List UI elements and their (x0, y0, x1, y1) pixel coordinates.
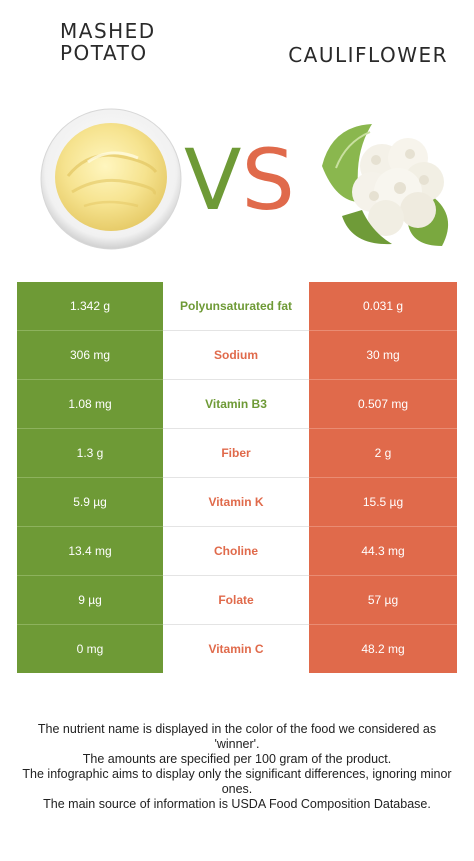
table-row: 13.4 mg Choline 44.3 mg (17, 526, 457, 576)
right-food-title: CAULIFLOWER (288, 43, 448, 67)
mashed-potato-value: 5.9 µg (17, 477, 163, 527)
mashed-potato-value: 9 µg (17, 575, 163, 625)
vs-v-letter: V (184, 131, 242, 229)
mashed-potato-value: 1.342 g (17, 282, 163, 331)
cauliflower-value: 48.2 mg (309, 624, 457, 673)
vs-label: VS (184, 138, 295, 222)
nutrient-comparison-table: 1.342 g Polyunsaturated fat 0.031 g 306 mg S… (17, 282, 457, 673)
cauliflower-value: 15.5 µg (309, 477, 457, 527)
cauliflower-value: 2 g (309, 428, 457, 478)
nutrient-name: Vitamin B3 (163, 379, 309, 429)
footnote-per-100g: The amounts are specified per 100 gram o… (82, 752, 392, 766)
footnote-data-source: The main source of information is USDA F… (43, 797, 431, 811)
table-row: 5.9 µg Vitamin K 15.5 µg (17, 477, 457, 527)
nutrient-name: Polyunsaturated fat (163, 282, 309, 331)
cauliflower-value: 0.031 g (309, 282, 457, 331)
table-row: 1.342 g Polyunsaturated fat 0.031 g (17, 282, 457, 331)
mashed-potato-image (38, 106, 184, 252)
mashed-potato-value: 1.3 g (17, 428, 163, 478)
footnote-significant-differences: The infographic aims to display only the… (22, 767, 452, 796)
nutrient-name: Vitamin C (163, 624, 309, 673)
mashed-potato-value: 0 mg (17, 624, 163, 673)
table-row: 0 mg Vitamin C 48.2 mg (17, 624, 457, 673)
nutrient-name: Sodium (163, 330, 309, 380)
left-food-title-line2: POTATO (60, 41, 148, 65)
mashed-potato-value: 13.4 mg (17, 526, 163, 576)
table-row: 1.08 mg Vitamin B3 0.507 mg (17, 379, 457, 429)
nutrient-name: Choline (163, 526, 309, 576)
cauliflower-value: 44.3 mg (309, 526, 457, 576)
footnotes: The nutrient name is displayed in the co… (16, 722, 458, 812)
mashed-potato-value: 306 mg (17, 330, 163, 380)
table-row: 306 mg Sodium 30 mg (17, 330, 457, 380)
cauliflower-value: 0.507 mg (309, 379, 457, 429)
cauliflower-value: 57 µg (309, 575, 457, 625)
mashed-potato-value: 1.08 mg (17, 379, 163, 429)
table-row: 9 µg Folate 57 µg (17, 575, 457, 625)
left-food-title: MASHED POTATO (60, 20, 180, 64)
nutrient-name: Fiber (163, 428, 309, 478)
footnote-winner-color: The nutrient name is displayed in the co… (37, 722, 437, 751)
cauliflower-image (312, 106, 460, 254)
vs-s-letter: S (241, 131, 295, 229)
table-row: 1.3 g Fiber 2 g (17, 428, 457, 478)
nutrient-name: Folate (163, 575, 309, 625)
nutrient-name: Vitamin K (163, 477, 309, 527)
left-food-title-line1: MASHED (60, 19, 156, 43)
cauliflower-value: 30 mg (309, 330, 457, 380)
